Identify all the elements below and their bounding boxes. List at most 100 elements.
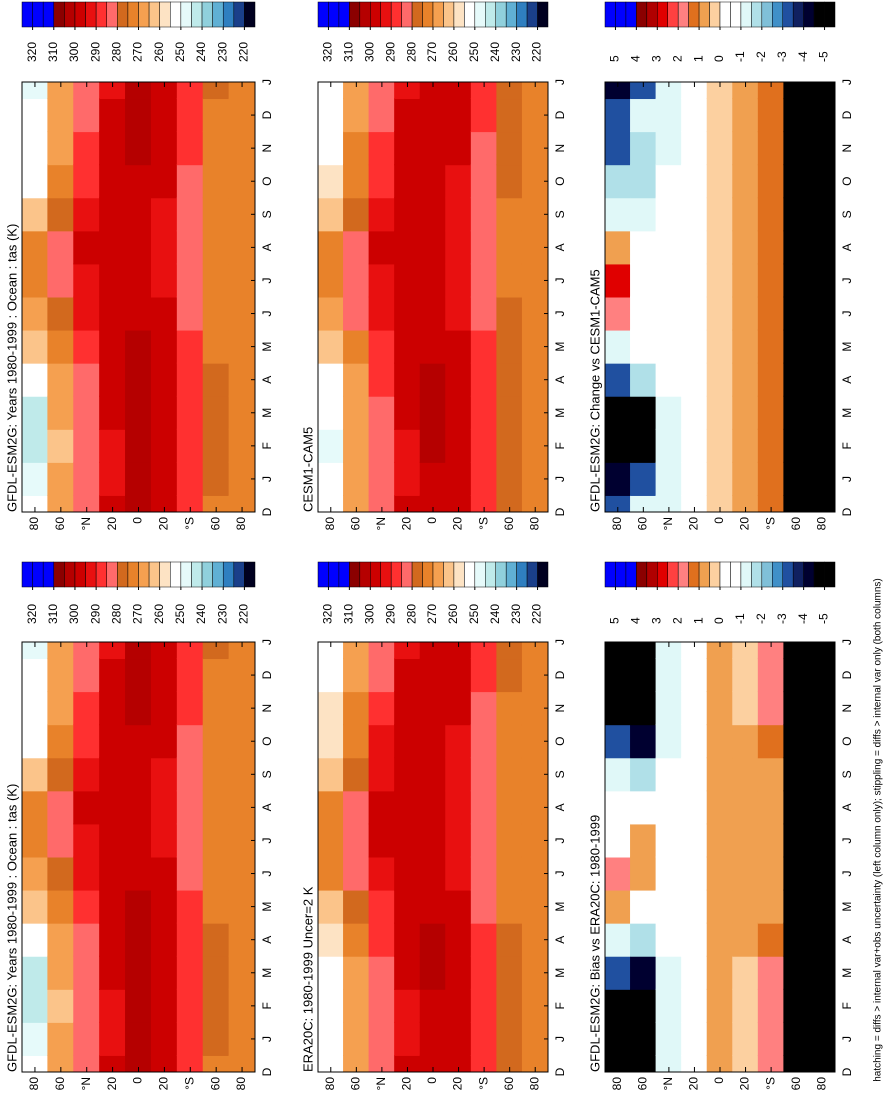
heatmap-cell: [47, 1054, 75, 1072]
x-tick-label: M: [840, 902, 854, 912]
heatmap-cell: [394, 1054, 421, 1072]
heatmap-cell: [176, 263, 204, 298]
colorbar-box: [604, 561, 616, 588]
x-tick-label: F: [260, 442, 274, 449]
heatmap-cell: [318, 395, 345, 430]
heatmap-cell: [73, 1054, 101, 1072]
heatmap-cell: [47, 329, 75, 364]
heatmap-cell: [176, 1021, 204, 1056]
y-tick-label: 60: [789, 517, 803, 531]
heatmap-cell: [73, 362, 101, 397]
heatmap-cell: [521, 230, 548, 265]
colorbar-label: 240: [488, 42, 502, 62]
heatmap-cell: [419, 691, 447, 726]
x-tick-label: N: [260, 144, 274, 153]
panel-title: CESM1-CAM5: [300, 427, 315, 512]
heatmap-cell: [318, 1021, 345, 1056]
heatmap-cell: [99, 922, 127, 957]
heatmap-cell: [445, 691, 472, 726]
heatmap-cell: [655, 1021, 683, 1056]
heatmap-cell: [808, 296, 835, 331]
heatmap-cell: [22, 98, 49, 133]
heatmap-cell: [22, 823, 49, 858]
y-tick-label: 20: [738, 517, 752, 531]
heatmap-cell: [368, 82, 396, 100]
heatmap-cell: [73, 395, 101, 430]
heatmap-cell: [706, 1021, 734, 1056]
y-tick-label: 80: [323, 517, 337, 531]
heatmap-cell: [99, 98, 127, 133]
heatmap-cell: [99, 790, 127, 825]
heatmap-cell: [228, 98, 255, 133]
heatmap-cell: [176, 658, 204, 693]
heatmap-cell: [99, 362, 127, 397]
x-tick-label: A: [260, 803, 274, 811]
heatmap-cell: [706, 889, 734, 924]
heatmap-cell: [732, 263, 759, 298]
heatmap-cell: [732, 823, 759, 858]
heatmap-cell: [732, 428, 759, 463]
heatmap-cell: [343, 395, 370, 430]
heatmap-cell: [470, 790, 498, 825]
heatmap-cell: [732, 757, 759, 792]
heatmap-cell: [521, 642, 548, 660]
y-tick-label: 60: [502, 517, 516, 531]
colorbar-box: [370, 561, 381, 588]
heatmap-cell: [176, 889, 204, 924]
heatmap-cell: [496, 658, 523, 693]
heatmap-cell: [783, 922, 810, 957]
heatmap-cell: [783, 724, 810, 759]
heatmap-cell: [228, 1054, 255, 1072]
heatmap-cell: [176, 790, 204, 825]
heatmap-cell: [176, 922, 204, 957]
colorbar-box: [53, 1, 65, 28]
heatmap-cell: [706, 823, 734, 858]
heatmap-cell: [605, 889, 632, 924]
heatmap-cell: [343, 724, 370, 759]
heatmap-cell: [783, 230, 810, 265]
heatmap-cell: [757, 98, 785, 133]
heatmap-cell: [318, 82, 345, 100]
heatmap-cell: [655, 889, 683, 924]
heatmap-cell: [419, 724, 447, 759]
colorbar-box: [657, 1, 668, 28]
heatmap-cell: [732, 724, 759, 759]
heatmap-cell: [496, 296, 523, 331]
heatmap-cell: [496, 642, 523, 660]
heatmap-cell: [368, 428, 396, 463]
colorbar-box: [677, 1, 689, 28]
colorbar-box: [244, 561, 256, 588]
x-tick-label: A: [260, 936, 274, 944]
heatmap-cell: [757, 955, 785, 990]
heatmap-cell: [150, 329, 178, 364]
heatmap-cell: [150, 395, 178, 430]
colorbar-box: [201, 561, 213, 588]
y-tick-label: 0: [425, 517, 439, 524]
colorbar-box: [730, 1, 742, 28]
heatmap-cell: [99, 724, 127, 759]
heatmap-cell: [343, 82, 370, 100]
heatmap-cell: [732, 164, 759, 199]
heatmap-cell: [732, 642, 759, 660]
colorbar-box: [317, 1, 329, 28]
heatmap-cell: [99, 395, 127, 430]
colorbar-box: [212, 1, 224, 28]
heatmap-cell: [630, 642, 657, 660]
heatmap-cell: [228, 955, 255, 990]
heatmap-cell: [99, 263, 127, 298]
colorbar-label: 260: [446, 604, 460, 624]
heatmap-cell: [368, 823, 396, 858]
heatmap-cell: [202, 823, 230, 858]
heatmap: [318, 82, 548, 512]
heatmap-cell: [605, 329, 632, 364]
heatmap-cell: [757, 757, 785, 792]
colorbar-box: [191, 1, 203, 28]
heatmap-cell: [47, 1021, 75, 1056]
heatmap-cell: [125, 988, 152, 1023]
heatmap-cell: [605, 82, 632, 100]
heatmap-cell: [681, 362, 708, 397]
x-tick-label: J: [840, 277, 854, 283]
heatmap-cell: [470, 329, 498, 364]
heatmap-cell: [757, 296, 785, 331]
heatmap-cell: [445, 329, 472, 364]
